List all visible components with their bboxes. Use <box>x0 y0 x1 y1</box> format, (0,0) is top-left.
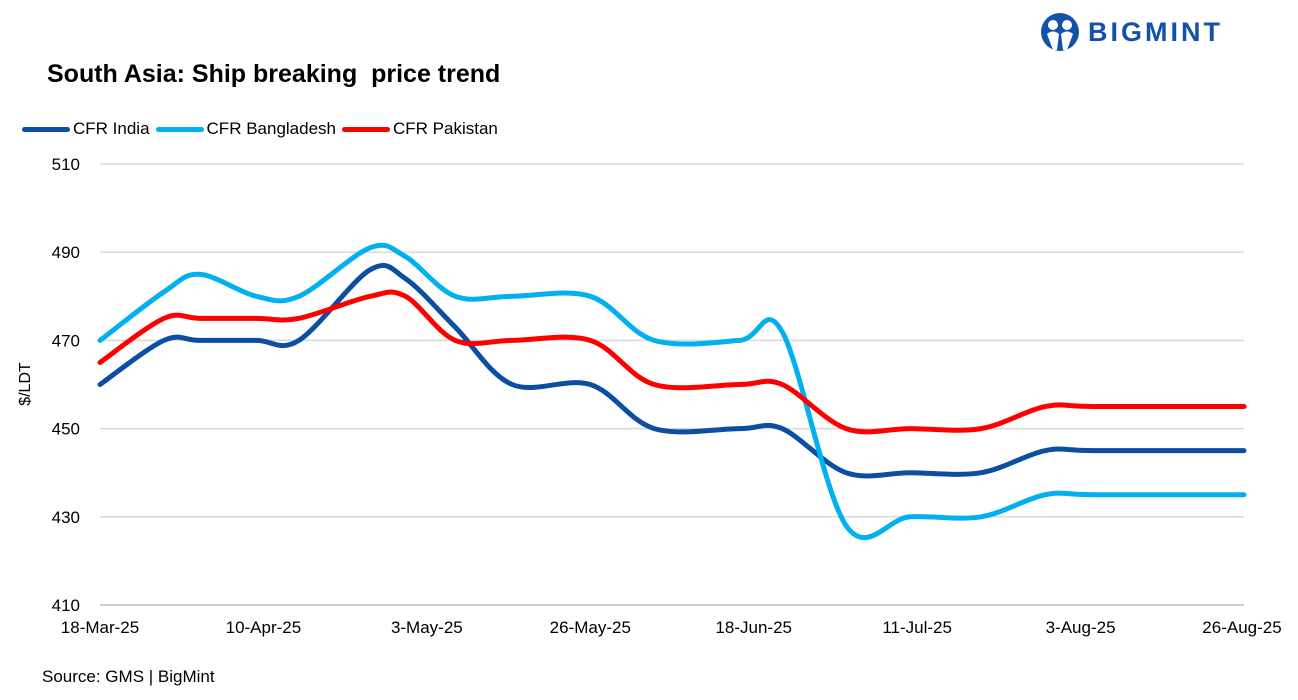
legend-swatch <box>155 126 204 132</box>
series-line-cfr-pakistan <box>97 289 1247 435</box>
legend-swatch <box>342 126 390 132</box>
logo-text: BIGMINT <box>1088 16 1223 47</box>
legend-item-pakistan: CFR Pakistan <box>342 119 498 139</box>
legend-label: CFR Bangladesh <box>206 119 336 138</box>
x-tick-label: 26-Aug-25 <box>1202 618 1281 637</box>
bigmint-logo: BIGMINT <box>1040 12 1223 52</box>
chart-title: South Asia: Ship breaking price trend <box>47 60 501 88</box>
y-tick-label: 510 <box>52 155 80 174</box>
y-tick-label: 430 <box>52 508 80 527</box>
y-axis-label: $/LDT <box>17 362 34 406</box>
y-tick-label: 470 <box>52 331 80 350</box>
legend-item-india: CFR India <box>22 119 150 139</box>
series-line-cfr-india <box>97 263 1247 479</box>
x-tick-label: 18-Mar-25 <box>61 618 139 637</box>
legend-label: CFR India <box>73 119 150 138</box>
x-tick-label: 10-Apr-25 <box>226 618 302 637</box>
y-tick-label: 490 <box>52 243 80 262</box>
y-tick-label: 410 <box>52 596 80 615</box>
x-tick-label: 26-May-25 <box>550 618 631 637</box>
legend: CFR India CFR Bangladesh CFR Pakistan <box>22 119 498 139</box>
logo-icon <box>1041 13 1079 51</box>
x-tick-label: 11-Jul-25 <box>882 618 952 637</box>
x-tick-label: 3-Aug-25 <box>1046 618 1116 637</box>
series-line-cfr-bangladesh <box>97 242 1247 541</box>
y-tick-label: 450 <box>52 420 80 439</box>
legend-item-bangladesh: CFR Bangladesh <box>155 119 336 139</box>
legend-label: CFR Pakistan <box>393 119 498 138</box>
source-note: Source: GMS | BigMint <box>42 667 215 686</box>
x-tick-label: 18-Jun-25 <box>715 618 792 637</box>
x-tick-label: 3-May-25 <box>391 618 463 637</box>
legend-swatch <box>22 126 70 132</box>
